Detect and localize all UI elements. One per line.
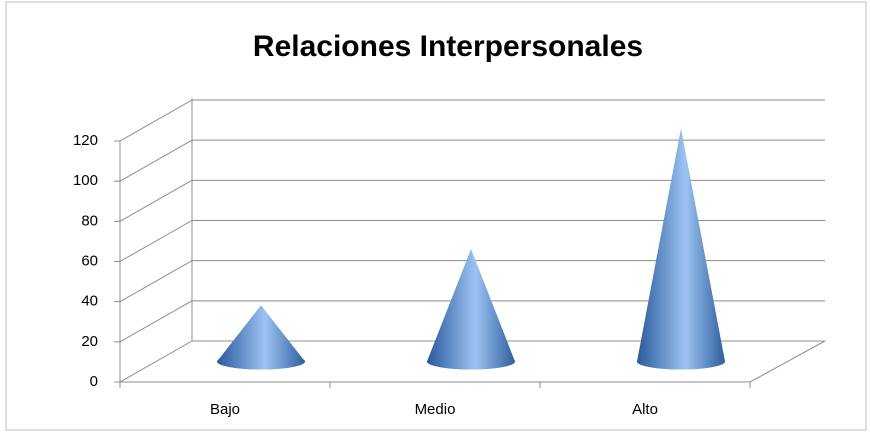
cone-body <box>217 305 305 370</box>
chart-title: Relaciones Interpersonales <box>253 30 643 63</box>
y-tick-label: 40 <box>81 293 98 310</box>
x-tick-label: Alto <box>632 401 658 418</box>
y-tick-label: 20 <box>81 333 98 350</box>
x-tick-label: Medio <box>415 401 456 418</box>
grid-line <box>119 139 193 182</box>
y-tick-label: 100 <box>73 172 98 189</box>
floor-edge <box>749 340 826 383</box>
x-tick-label: Bajo <box>210 401 240 418</box>
y-tick-label: 80 <box>81 212 98 229</box>
y-tick-label: 120 <box>73 132 98 149</box>
cone <box>217 305 305 370</box>
grid-line <box>119 179 193 222</box>
grid-line <box>119 340 193 383</box>
grid-line <box>119 99 193 142</box>
grid-line <box>119 220 193 262</box>
cone <box>427 249 515 370</box>
cone-body <box>427 249 515 370</box>
y-tick-label: 0 <box>90 373 98 390</box>
y-tick-label: 60 <box>81 252 98 269</box>
grid-line <box>119 300 193 343</box>
cone-body <box>637 128 725 370</box>
grid-line <box>119 260 193 303</box>
cone <box>637 128 725 370</box>
